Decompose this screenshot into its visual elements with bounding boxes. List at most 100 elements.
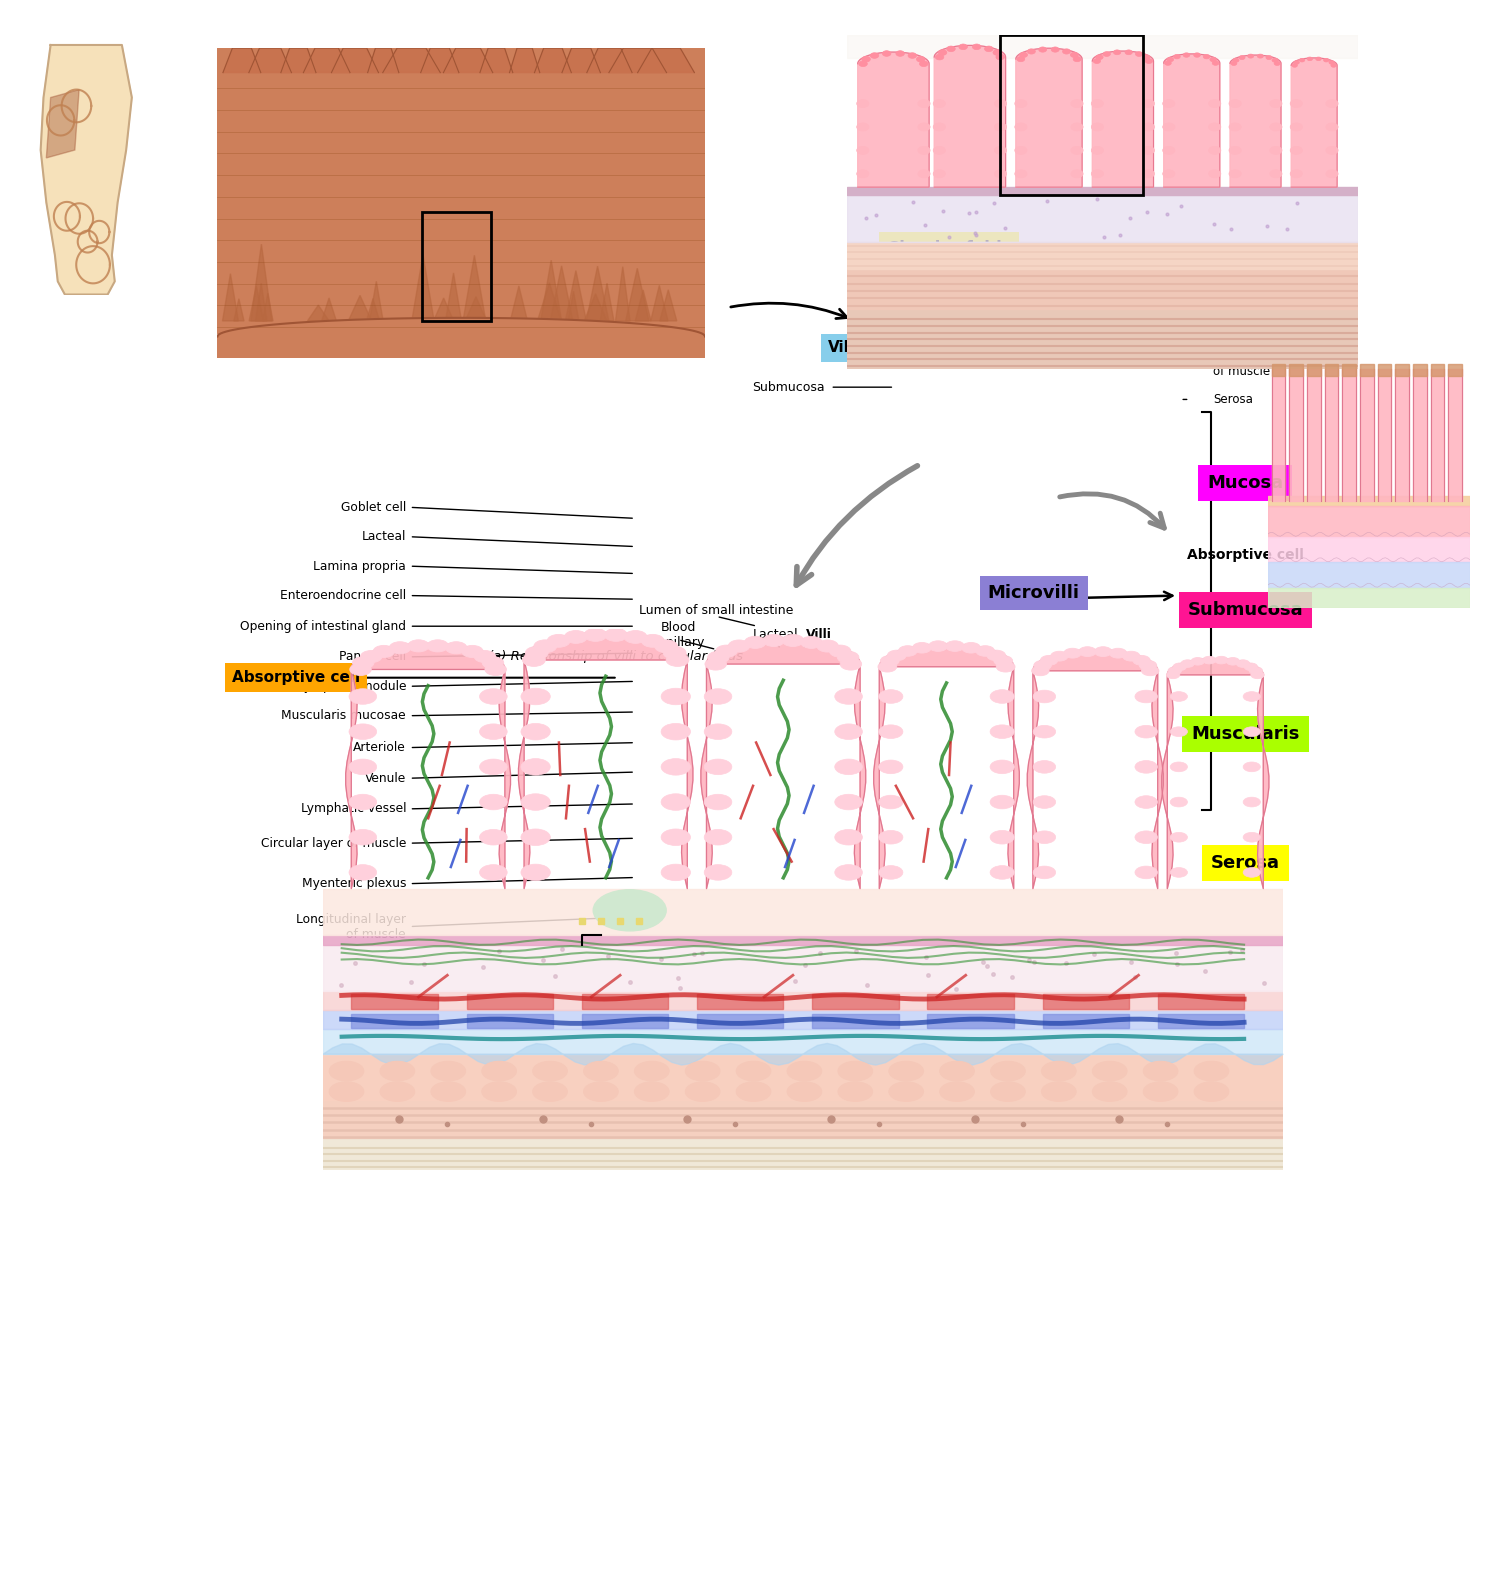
Circle shape: [430, 1062, 465, 1081]
Polygon shape: [934, 46, 1005, 188]
Circle shape: [987, 650, 1005, 661]
Polygon shape: [700, 638, 865, 888]
Circle shape: [837, 651, 860, 664]
Text: Lacteal: Lacteal: [362, 530, 407, 543]
Polygon shape: [1292, 57, 1336, 188]
Circle shape: [1326, 170, 1338, 178]
Circle shape: [859, 60, 867, 67]
Circle shape: [788, 1062, 822, 1081]
Circle shape: [1050, 651, 1068, 661]
Circle shape: [1034, 831, 1056, 844]
Text: Enteroendocrine cell: Enteroendocrine cell: [280, 589, 406, 602]
Circle shape: [1244, 728, 1260, 737]
Text: Circular folds
(plicae circulares): Circular folds (plicae circulares): [400, 231, 568, 269]
Polygon shape: [566, 271, 586, 322]
Circle shape: [856, 146, 868, 154]
Polygon shape: [446, 272, 462, 322]
Circle shape: [480, 794, 507, 810]
Circle shape: [662, 723, 690, 740]
Polygon shape: [1342, 369, 1356, 501]
Circle shape: [990, 866, 1014, 879]
Circle shape: [1244, 691, 1260, 702]
Circle shape: [1164, 60, 1172, 65]
Circle shape: [1236, 659, 1250, 667]
Polygon shape: [1413, 363, 1426, 376]
Circle shape: [1272, 59, 1278, 62]
Polygon shape: [345, 643, 510, 888]
Polygon shape: [847, 242, 1358, 269]
Circle shape: [994, 146, 1006, 154]
Polygon shape: [1092, 51, 1154, 188]
Circle shape: [328, 1083, 364, 1102]
Circle shape: [1232, 62, 1238, 65]
Circle shape: [1194, 53, 1200, 57]
Circle shape: [879, 689, 903, 704]
Circle shape: [736, 1083, 771, 1102]
Polygon shape: [1395, 369, 1408, 501]
Polygon shape: [586, 48, 632, 73]
Circle shape: [1034, 796, 1056, 809]
Text: Muscularis mucosae: Muscularis mucosae: [282, 708, 406, 723]
Circle shape: [1209, 100, 1221, 108]
Polygon shape: [1268, 497, 1470, 506]
Text: Submucosa: Submucosa: [1188, 602, 1304, 619]
Polygon shape: [873, 645, 1020, 888]
Circle shape: [939, 49, 946, 56]
Circle shape: [1034, 726, 1056, 739]
Circle shape: [1071, 100, 1083, 108]
Polygon shape: [255, 283, 267, 322]
Circle shape: [1136, 796, 1158, 809]
Circle shape: [1132, 656, 1150, 665]
Circle shape: [836, 829, 862, 845]
Circle shape: [1032, 665, 1048, 675]
Circle shape: [1071, 123, 1083, 131]
Circle shape: [1270, 146, 1282, 154]
Circle shape: [584, 1083, 618, 1102]
Circle shape: [1228, 146, 1240, 154]
Polygon shape: [251, 244, 272, 322]
Text: Circular layer of
muscle: Circular layer of muscle: [1214, 314, 1308, 341]
Circle shape: [984, 46, 993, 51]
Polygon shape: [1158, 1014, 1244, 1028]
Circle shape: [945, 642, 964, 651]
Polygon shape: [626, 269, 650, 322]
Circle shape: [482, 656, 504, 669]
Circle shape: [1143, 146, 1155, 154]
Polygon shape: [46, 89, 80, 158]
Polygon shape: [534, 48, 572, 73]
Text: Circular layer of muscle: Circular layer of muscle: [261, 837, 407, 850]
Circle shape: [716, 645, 736, 657]
Circle shape: [990, 689, 1014, 704]
Circle shape: [686, 1083, 720, 1102]
Circle shape: [482, 1062, 516, 1081]
Circle shape: [1257, 54, 1263, 59]
Text: Villi: Villi: [828, 341, 861, 355]
Circle shape: [993, 49, 1002, 56]
Circle shape: [704, 689, 732, 704]
Circle shape: [1228, 100, 1240, 108]
Text: Venule: Venule: [364, 772, 407, 785]
Circle shape: [430, 1083, 465, 1102]
Polygon shape: [433, 298, 453, 322]
Polygon shape: [1158, 993, 1244, 1009]
Circle shape: [350, 689, 376, 704]
Circle shape: [1270, 170, 1282, 178]
Polygon shape: [368, 48, 399, 73]
Circle shape: [1113, 49, 1120, 54]
Polygon shape: [1360, 363, 1374, 376]
Circle shape: [976, 646, 994, 656]
Circle shape: [1062, 49, 1071, 54]
Circle shape: [1244, 662, 1257, 670]
Circle shape: [1072, 56, 1082, 62]
Circle shape: [592, 890, 666, 931]
Polygon shape: [234, 299, 244, 322]
Polygon shape: [464, 255, 486, 322]
Circle shape: [996, 54, 1005, 60]
Circle shape: [1092, 170, 1104, 178]
Polygon shape: [351, 993, 438, 1009]
Circle shape: [663, 646, 686, 659]
Polygon shape: [812, 993, 898, 1009]
Circle shape: [1092, 1062, 1126, 1081]
Circle shape: [1180, 659, 1194, 667]
Circle shape: [744, 637, 766, 648]
